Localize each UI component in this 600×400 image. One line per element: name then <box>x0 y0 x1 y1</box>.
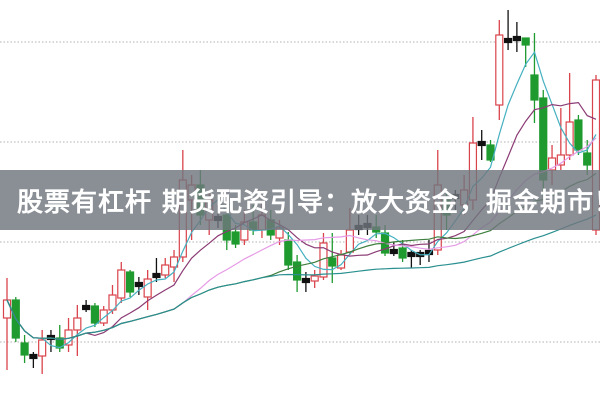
doji-marker <box>389 248 398 255</box>
candle-body <box>310 275 319 282</box>
candle <box>416 250 425 265</box>
doji-marker <box>82 304 91 311</box>
candle <box>134 277 143 295</box>
ma5-line <box>6 50 597 349</box>
candle-body <box>398 247 407 259</box>
candle-body <box>521 37 530 46</box>
candle-body <box>20 342 29 356</box>
candle <box>2 278 12 370</box>
doji-marker <box>152 272 161 279</box>
candle <box>530 33 539 123</box>
candle-body <box>73 317 82 331</box>
candle-body <box>284 239 293 266</box>
candle <box>574 115 583 155</box>
candle <box>99 306 108 326</box>
candle <box>73 305 82 356</box>
candle-body <box>565 121 574 156</box>
candle <box>407 250 416 268</box>
candle-body <box>90 305 100 324</box>
candle <box>46 330 56 352</box>
candle <box>82 300 91 312</box>
candle <box>108 285 117 314</box>
candle <box>336 250 346 270</box>
candle <box>90 303 100 327</box>
candle-body <box>345 229 354 253</box>
candle-body <box>293 261 302 281</box>
candle <box>503 10 513 50</box>
candle <box>389 242 398 256</box>
candle <box>293 255 302 292</box>
doji-marker <box>512 35 521 42</box>
candle <box>117 262 126 303</box>
candle <box>29 352 38 368</box>
doji-marker <box>301 277 310 284</box>
candle-body <box>583 152 592 166</box>
doji-marker <box>477 140 486 147</box>
candle-body <box>143 278 152 298</box>
doji-marker <box>407 251 416 258</box>
candle <box>161 258 170 278</box>
candle <box>328 233 337 283</box>
candle-body <box>125 271 135 293</box>
candle <box>152 258 161 282</box>
candle <box>20 335 29 363</box>
candle-body <box>495 34 504 106</box>
candle-body <box>38 339 47 357</box>
candle <box>310 270 319 288</box>
candle <box>477 130 486 160</box>
candle-body <box>231 231 240 245</box>
banner-title: 股票有杠杆 期货配资引导：放大资金，掘金期市！ <box>17 187 600 218</box>
candle <box>169 250 179 282</box>
candle-body <box>161 264 170 276</box>
candle-body <box>574 119 583 151</box>
candle <box>125 270 135 297</box>
candle <box>495 20 504 120</box>
candle-body <box>169 256 179 268</box>
candle <box>319 233 328 280</box>
candle <box>143 270 152 310</box>
candle <box>565 73 574 160</box>
title-banner: 股票有杠杆 期货配资引导：放大资金，掘金期市！ <box>0 170 600 230</box>
candle-body <box>99 309 108 324</box>
doji-marker <box>134 281 143 288</box>
candle-body <box>2 299 12 319</box>
ma60-line <box>6 214 597 341</box>
candle <box>38 330 47 374</box>
candle <box>512 22 521 52</box>
candle <box>521 37 530 67</box>
candle <box>64 318 73 352</box>
candle-body <box>117 269 126 299</box>
doji-marker <box>29 353 38 360</box>
candle-body <box>539 97 548 181</box>
candle-body <box>530 74 539 101</box>
candle-body <box>328 257 337 267</box>
doji-marker <box>503 37 513 44</box>
